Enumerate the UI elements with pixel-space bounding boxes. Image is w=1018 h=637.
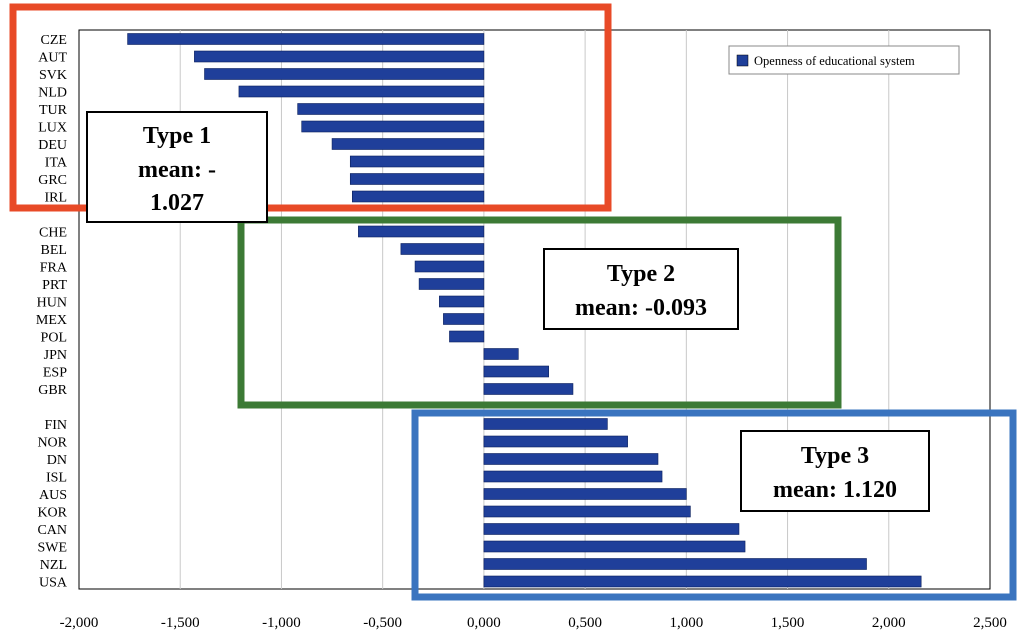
- type3-mean: mean: 1.120: [773, 477, 897, 503]
- legend-label: Openness of educational system: [754, 54, 915, 68]
- bar-aus: [483, 488, 687, 500]
- bar-esp: [483, 365, 549, 378]
- bar-fin: [483, 418, 608, 430]
- category-label: POL: [41, 331, 67, 346]
- x-tick-label: -0,500: [363, 615, 402, 631]
- type1-annotation-box: [86, 111, 268, 223]
- bar-dn: [483, 453, 659, 465]
- type2-annotation: Type 2 mean: -0.093: [543, 248, 739, 330]
- category-label: CHE: [39, 226, 67, 241]
- x-tick-label: 0,500: [568, 615, 602, 631]
- type1-mean-line1: mean: -: [138, 157, 216, 183]
- type2-title: Type 2: [607, 261, 675, 287]
- bars: [127, 33, 922, 588]
- bar-kor: [483, 505, 691, 518]
- bar-deu: [331, 138, 485, 150]
- category-label: KOR: [37, 506, 67, 521]
- category-label: NZL: [40, 558, 67, 573]
- x-tick-label: 1,000: [669, 615, 703, 631]
- x-tick-label: 1,500: [771, 615, 805, 631]
- category-label: ESP: [43, 366, 67, 381]
- category-label: NLD: [38, 86, 67, 101]
- bar-fra: [414, 260, 485, 273]
- bar-che: [358, 225, 485, 238]
- category-label: USA: [39, 576, 68, 591]
- bar-nzl: [483, 558, 867, 570]
- category-label: PRT: [42, 278, 67, 293]
- x-tick-label: 2,000: [872, 615, 906, 631]
- category-label: LUX: [38, 121, 67, 136]
- bar-bel: [400, 243, 485, 255]
- bar-hun: [439, 295, 485, 308]
- category-label: CAN: [37, 523, 67, 538]
- bar-gbr: [483, 383, 574, 395]
- category-label: AUT: [38, 51, 67, 66]
- category-label: ITA: [45, 156, 68, 171]
- bar-svk: [204, 68, 485, 80]
- x-tick-label: 0,000: [467, 615, 501, 631]
- category-label: SVK: [39, 68, 67, 83]
- bar-aut: [194, 50, 485, 63]
- bar-mex: [443, 313, 485, 325]
- type3-annotation: Type 3 mean: 1.120: [740, 430, 930, 512]
- legend-box: [728, 45, 960, 75]
- type1-frame: [9, 3, 612, 212]
- category-label: DN: [47, 453, 67, 468]
- x-tick-label: -1,500: [161, 615, 200, 631]
- x-tick-label: 2,500: [973, 615, 1007, 631]
- bar-tur: [297, 103, 485, 115]
- type3-annotation-box: [740, 430, 930, 512]
- type2-frame: [237, 216, 842, 409]
- x-tick-label: -1,000: [262, 615, 301, 631]
- category-label: AUS: [39, 488, 67, 503]
- type1-title: Type 1: [143, 123, 211, 149]
- category-label: NOR: [37, 436, 67, 451]
- category-label: FIN: [44, 418, 67, 433]
- x-tick-label: -2,000: [60, 615, 99, 631]
- bar-nor: [483, 435, 628, 448]
- type3-title: Type 3: [801, 443, 869, 469]
- bar-irl: [351, 190, 485, 203]
- category-label: ISL: [46, 471, 67, 486]
- bar-swe: [483, 540, 746, 553]
- category-label: GRC: [38, 173, 67, 188]
- legend: Openness of educational system: [728, 45, 960, 75]
- category-label: TUR: [39, 103, 68, 118]
- bar-prt: [418, 278, 485, 290]
- category-labels: CZE AUT SVK NLD TUR LUX DEU ITA GRC IRL CHE BEL FRA P…: [36, 33, 68, 591]
- category-label: MEX: [36, 313, 67, 328]
- category-label: JPN: [44, 348, 67, 363]
- bar-isl: [483, 470, 663, 483]
- category-label: IRL: [44, 191, 67, 206]
- bar-usa: [483, 575, 922, 588]
- bar-cze: [127, 33, 485, 45]
- type1-mean-line2: 1.027: [150, 190, 204, 216]
- type2-mean: mean: -0.093: [575, 295, 707, 321]
- bar-nld: [238, 85, 485, 98]
- type2-annotation-box: [543, 248, 739, 330]
- type1-annotation: Type 1 mean: - 1.027: [86, 111, 268, 223]
- bar-pol: [449, 330, 485, 343]
- bar-ita: [349, 155, 485, 168]
- bar-can: [483, 523, 740, 535]
- category-label: DEU: [38, 138, 67, 153]
- category-label: BEL: [41, 243, 67, 258]
- bar-lux: [301, 120, 485, 133]
- category-label: SWE: [37, 541, 67, 556]
- type3-frame: [411, 409, 1017, 601]
- category-label: CZE: [41, 33, 67, 48]
- category-label: HUN: [37, 296, 67, 311]
- bar-jpn: [483, 348, 519, 360]
- category-label: GBR: [38, 383, 67, 398]
- x-tick-labels: -2,000 -1,500 -1,000 -0,500 0,000 0,500 1,000 1…: [60, 615, 1007, 631]
- legend-swatch: [736, 54, 749, 67]
- category-label: FRA: [40, 261, 68, 276]
- bar-grc: [349, 173, 485, 185]
